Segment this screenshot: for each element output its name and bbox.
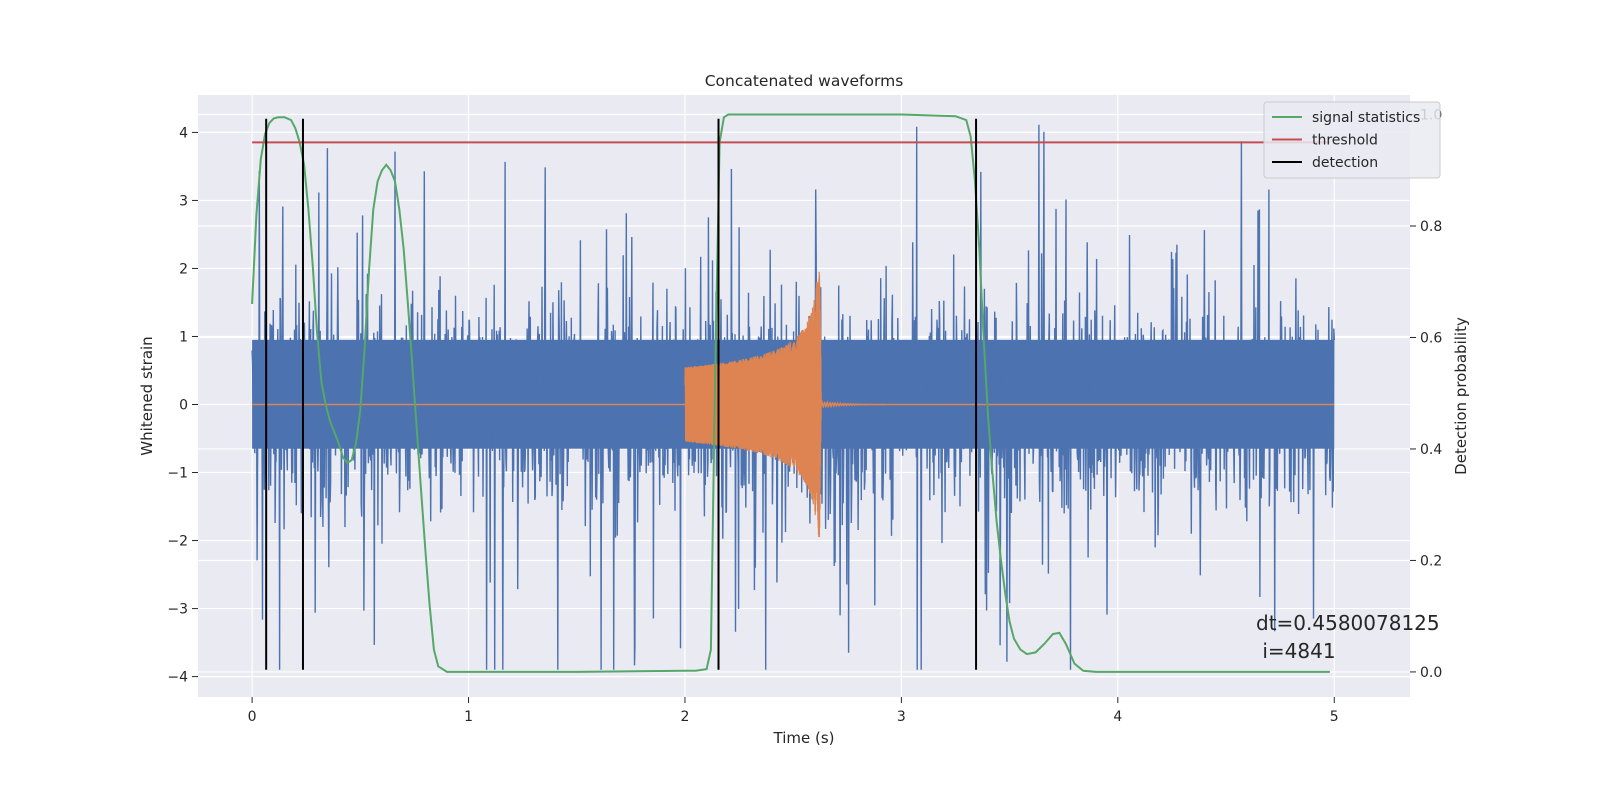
y-tick-label: 4 [179,125,188,141]
legend-label: threshold [1312,133,1378,149]
y2-tick-label: 0.8 [1420,219,1442,235]
injected-waveform-line [684,271,887,538]
x-tick-label: 0 [248,709,257,725]
legend-label: signal statistics [1312,110,1420,126]
annotation-dt: dt=0.4580078125 [1256,611,1440,635]
y-tick-label: −2 [167,534,188,550]
chart-title: Concatenated waveforms [705,72,904,90]
x-tick-label: 4 [1113,709,1122,725]
x-tick-label: 5 [1330,709,1339,725]
y-tick-label: −4 [167,670,188,686]
y2-tick-label: 0.2 [1420,553,1442,569]
y-tick-label: 0 [179,398,188,414]
y2-axis-label: Detection probability [1452,317,1470,475]
legend: signal statistics threshold detection [1263,101,1441,179]
x-tick-label: 3 [897,709,906,725]
y-tick-label: −1 [167,466,188,482]
legend-label: detection [1312,155,1378,171]
y2-tick-label: 0.4 [1420,442,1442,458]
annotation-index: i=4841 [1256,639,1336,663]
y-tick-label: −3 [167,602,188,618]
x-tick-label: 2 [681,709,690,725]
y-tick-label: 1 [179,329,188,345]
x-axis-label: Time (s) [773,729,835,747]
data-layer [251,113,1335,673]
y-axis-label: Whitened strain [138,336,156,455]
legend-box [1263,101,1441,179]
x-tick-label: 1 [464,709,473,725]
y-tick-label: 2 [179,261,188,277]
y2-tick-label: 0.0 [1420,665,1442,681]
signal-statistics-line [251,113,1330,673]
y-tick-label: 3 [179,193,188,209]
y2-tick-label: 0.6 [1420,330,1442,346]
